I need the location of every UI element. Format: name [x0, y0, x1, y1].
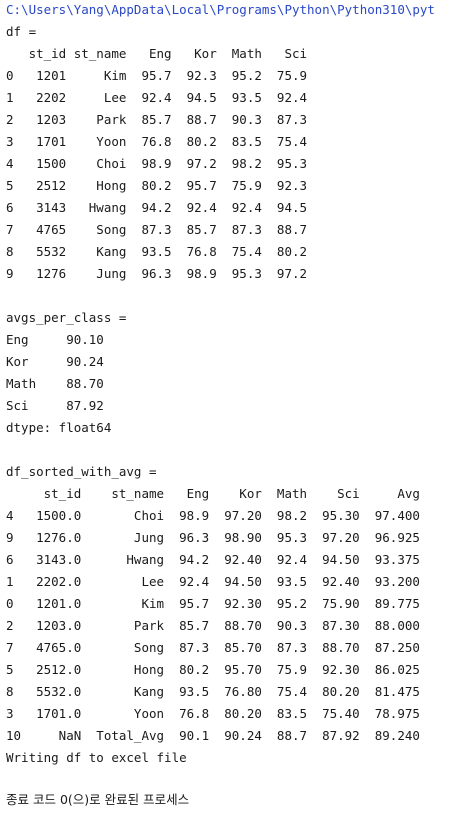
sorted-row: 7 4765.0 Song 87.3 85.70 87.3 88.70 87.2… [6, 640, 420, 655]
sorted-row: 9 1276.0 Jung 96.3 98.90 95.3 97.20 96.9… [6, 530, 420, 545]
avgs-row: Eng 90.10 [6, 332, 104, 347]
df-row: 3 1701 Yoon 76.8 80.2 83.5 75.4 [6, 134, 308, 149]
interpreter-path-line: C:\Users\Yang\AppData\Local\Programs\Pyt… [6, 2, 435, 17]
sorted-row: 6 3143.0 Hwang 94.2 92.40 92.4 94.50 93.… [6, 552, 420, 567]
avgs-row: Sci 87.92 [6, 398, 104, 413]
avgs-title: avgs_per_class = [6, 310, 127, 325]
sorted-row: 0 1201.0 Kim 95.7 92.30 95.2 75.90 89.77… [6, 596, 420, 611]
status-line: Writing df to excel file [6, 750, 187, 765]
df-row: 5 2512 Hong 80.2 95.7 75.9 92.3 [6, 178, 308, 193]
avgs-dtype-line: dtype: float64 [6, 420, 112, 435]
df-row: 6 3143 Hwang 94.2 92.4 92.4 94.5 [6, 200, 308, 215]
sorted-row: 1 2202.0 Lee 92.4 94.50 93.5 92.40 93.20… [6, 574, 420, 589]
df-row: 2 1203 Park 85.7 88.7 90.3 87.3 [6, 112, 308, 127]
sorted-row: 8 5532.0 Kang 93.5 76.80 75.4 80.20 81.4… [6, 684, 420, 699]
df-row: 9 1276 Jung 96.3 98.9 95.3 97.2 [6, 266, 308, 281]
df-row: 1 2202 Lee 92.4 94.5 93.5 92.4 [6, 90, 308, 105]
df-title: df = [6, 24, 37, 39]
sorted-row: 3 1701.0 Yoon 76.8 80.20 83.5 75.40 78.9… [6, 706, 420, 721]
df-row: 0 1201 Kim 95.7 92.3 95.2 75.9 [6, 68, 308, 83]
avgs-row: Kor 90.24 [6, 354, 104, 369]
sorted-title: df_sorted_with_avg = [6, 464, 157, 479]
df-row: 7 4765 Song 87.3 85.7 87.3 88.7 [6, 222, 308, 237]
sorted-header-row: st_id st_name Eng Kor Math Sci Avg [6, 486, 420, 501]
sorted-row: 2 1203.0 Park 85.7 88.70 90.3 87.30 88.0… [6, 618, 420, 633]
df-row: 8 5532 Kang 93.5 76.8 75.4 80.2 [6, 244, 308, 259]
df-header-row: st_id st_name Eng Kor Math Sci [6, 46, 308, 61]
df-row: 4 1500 Choi 98.9 97.2 98.2 95.3 [6, 156, 308, 171]
avgs-row: Math 88.70 [6, 376, 104, 391]
sorted-row: 4 1500.0 Choi 98.9 97.20 98.2 95.30 97.4… [6, 508, 420, 523]
sorted-total-row: 10 NaN Total_Avg 90.1 90.24 88.7 87.92 8… [6, 728, 420, 743]
sorted-row: 5 2512.0 Hong 80.2 95.70 75.9 92.30 86.0… [6, 662, 420, 677]
process-exit-message: 종료 코드 0(으)로 완료된 프로세스 [6, 792, 190, 807]
